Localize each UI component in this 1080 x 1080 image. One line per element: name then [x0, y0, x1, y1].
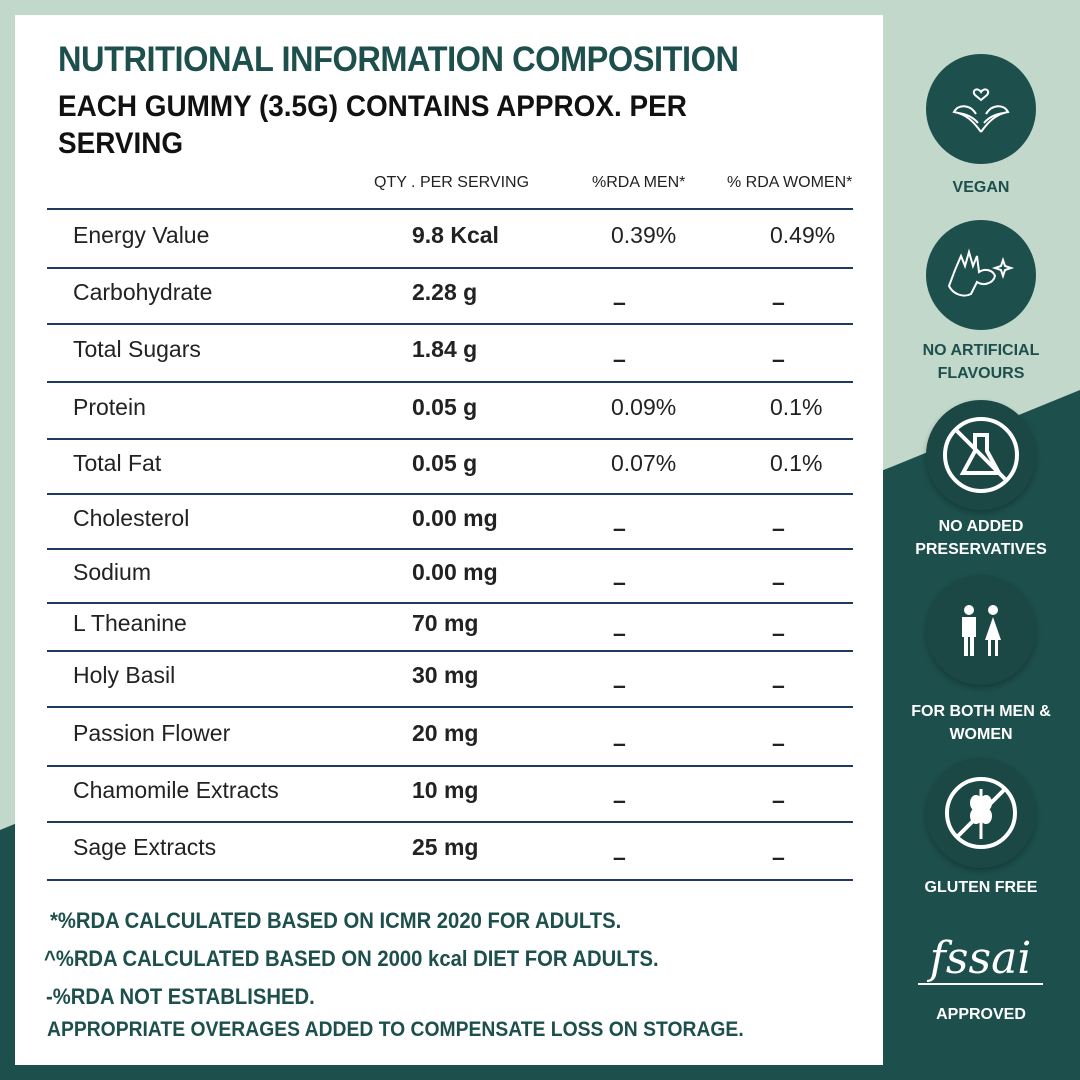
- row-rda-women: –: [772, 672, 785, 698]
- nutrition-card: [15, 15, 883, 1065]
- row-rda-men: –: [613, 672, 626, 698]
- footnote: *%RDA CALCULATED BASED ON ICMR 2020 FOR …: [50, 908, 622, 933]
- no-flask-icon: [926, 400, 1036, 510]
- row-rda-women: –: [772, 514, 785, 541]
- row-rda-women: –: [772, 569, 785, 595]
- row-divider: [47, 602, 853, 604]
- row-rda-men: –: [613, 844, 626, 870]
- row-name: Carbohydrate: [73, 279, 213, 305]
- row-qty: 9.8 Kcal: [412, 221, 499, 248]
- fssai-logo: fssai: [918, 935, 1043, 985]
- ok-hand-sparkle-icon: [926, 220, 1036, 330]
- row-divider: [47, 548, 853, 550]
- row-rda-men: –: [613, 787, 626, 813]
- row-divider: [47, 208, 853, 210]
- row-divider: [47, 879, 853, 881]
- badge-label: FOR BOTH MEN & WOMEN: [911, 703, 1051, 743]
- row-name: Holy Basil: [73, 662, 176, 688]
- row-rda-men: 0.09%: [611, 393, 677, 420]
- row-divider: [47, 381, 853, 383]
- row-name: Cholesterol: [73, 504, 190, 531]
- row-qty: 10 mg: [412, 777, 479, 803]
- row-divider: [47, 267, 853, 269]
- badge-label: VEGAN: [952, 179, 1010, 196]
- badge-label: APPROVED: [936, 1006, 1026, 1023]
- row-rda-women: –: [772, 787, 785, 813]
- col-header-rda-men: %RDA MEN*: [592, 174, 686, 191]
- row-rda-men: –: [613, 729, 626, 756]
- row-divider: [47, 323, 853, 325]
- row-divider: [47, 706, 853, 708]
- row-qty: 0.05 g: [412, 449, 478, 476]
- row-rda-women: 0.49%: [770, 221, 836, 248]
- row-divider: [47, 650, 853, 652]
- row-qty: 0.00 mg: [412, 559, 498, 585]
- row-rda-women: –: [772, 844, 785, 870]
- row-name: Total Fat: [73, 449, 162, 476]
- no-wheat-icon: [926, 758, 1036, 868]
- col-header-qty: QTY . PER SERVING: [374, 174, 530, 191]
- row-rda-men: –: [613, 289, 626, 315]
- man-woman-icon: [926, 575, 1036, 685]
- footnote: ^%RDA CALCULATED BASED ON 2000 kcal DIET…: [44, 946, 659, 971]
- row-rda-women: –: [772, 289, 785, 315]
- row-qty: 20 mg: [412, 719, 479, 746]
- row-rda-women: 0.1%: [770, 393, 823, 420]
- row-rda-men: –: [613, 514, 626, 541]
- row-qty: 2.28 g: [412, 279, 478, 305]
- badge-label: GLUTEN FREE: [924, 879, 1038, 896]
- row-name: Passion Flower: [73, 719, 231, 746]
- row-rda-women: –: [772, 620, 785, 646]
- row-rda-women: –: [772, 729, 785, 756]
- footnote: -%RDA NOT ESTABLISHED.: [46, 984, 315, 1009]
- row-name: Total Sugars: [73, 336, 201, 362]
- row-rda-men: –: [613, 569, 626, 595]
- row-divider: [47, 765, 853, 767]
- badge-label: NO ARTIFICIAL FLAVOURS: [922, 342, 1040, 382]
- row-name: L Theanine: [73, 610, 187, 636]
- row-rda-men: –: [613, 346, 626, 372]
- row-rda-men: 0.07%: [611, 449, 677, 476]
- row-name: Chamomile Extracts: [73, 777, 279, 803]
- subtitle: EACH GUMMY (3.5G) CONTAINS APPROX. PER S…: [58, 90, 687, 160]
- row-name: Sodium: [73, 559, 151, 585]
- row-qty: 1.84 g: [412, 336, 478, 362]
- page-title: NUTRITIONAL INFORMATION COMPOSITION: [58, 40, 739, 79]
- row-name: Sage Extracts: [73, 834, 217, 860]
- row-rda-men: –: [613, 620, 626, 646]
- row-divider: [47, 821, 853, 823]
- row-qty: 70 mg: [412, 610, 479, 636]
- row-qty: 0.05 g: [412, 393, 478, 420]
- badge-label: NO ADDED PRESERVATIVES: [915, 518, 1047, 558]
- row-rda-women: 0.1%: [770, 449, 823, 476]
- row-name: Energy Value: [73, 221, 210, 248]
- footnote: APPROPRIATE OVERAGES ADDED TO COMPENSATE…: [47, 1018, 744, 1041]
- row-rda-men: 0.39%: [611, 221, 677, 248]
- row-divider: [47, 493, 853, 495]
- col-header-rda-women: % RDA WOMEN*: [727, 174, 853, 191]
- row-qty: 0.00 mg: [412, 504, 498, 531]
- row-qty: 30 mg: [412, 662, 479, 688]
- row-qty: 25 mg: [412, 834, 479, 860]
- row-name: Protein: [73, 393, 146, 420]
- row-rda-women: –: [772, 346, 785, 372]
- vegan-leaf-heart-icon: [926, 54, 1036, 164]
- row-divider: [47, 438, 853, 440]
